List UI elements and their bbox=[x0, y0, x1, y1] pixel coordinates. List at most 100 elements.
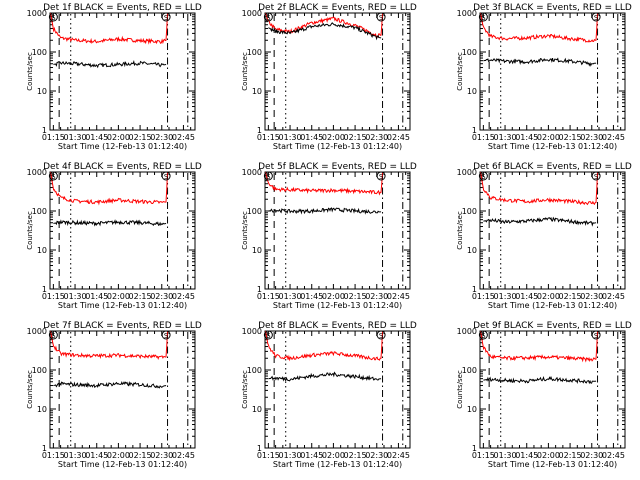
y-tick-label: 1 bbox=[42, 126, 47, 135]
series-events bbox=[53, 380, 167, 389]
y-tick-label: 100 bbox=[247, 48, 262, 57]
x-tick-label: 02:45 bbox=[387, 133, 410, 142]
marker-circle bbox=[263, 330, 273, 340]
x-axis-label: Start Time (12-Feb-13 01:12:40) bbox=[58, 301, 187, 310]
marker-circle bbox=[48, 12, 58, 22]
marker-glyph: S bbox=[379, 332, 384, 340]
series-events bbox=[483, 57, 597, 67]
series-lld bbox=[265, 12, 383, 38]
x-tick-label: 01:30 bbox=[279, 292, 302, 301]
panel-det-1: Det 1f BLACK = Events, RED = LLD 1 10 100 10… bbox=[26, 3, 202, 151]
x-tick-label: 02:45 bbox=[387, 292, 410, 301]
marker-circle bbox=[161, 330, 171, 340]
x-tick-label: 02:45 bbox=[172, 292, 195, 301]
marker-circle bbox=[478, 330, 488, 340]
panel-title: Det 8f BLACK = Events, RED = LLD bbox=[258, 321, 417, 331]
x-tick-label: 01:15 bbox=[472, 292, 495, 301]
x-tick-label: 01:45 bbox=[515, 451, 538, 460]
panel-det-3: Det 3f BLACK = Events, RED = LLD 1 10 100 10… bbox=[456, 3, 632, 151]
x-tick-label: 02:00 bbox=[537, 451, 560, 460]
plot-frame bbox=[49, 12, 196, 131]
marker-glyph: S bbox=[266, 173, 271, 181]
series-lld bbox=[50, 330, 168, 361]
marker-circle bbox=[161, 171, 171, 181]
x-tick-label: 02:00 bbox=[322, 292, 345, 301]
plot-frame bbox=[264, 12, 411, 131]
marker-glyph: S bbox=[481, 173, 486, 181]
x-tick-label: 02:15 bbox=[559, 133, 582, 142]
panel-title: Det 4f BLACK = Events, RED = LLD bbox=[43, 162, 202, 172]
x-tick-label: 01:45 bbox=[85, 292, 108, 301]
marker-circle bbox=[263, 12, 273, 22]
x-tick-label: 01:15 bbox=[472, 451, 495, 460]
marker-glyph: S bbox=[164, 173, 169, 181]
x-tick-label: 01:15 bbox=[42, 451, 65, 460]
series-lld bbox=[480, 12, 598, 43]
series-lld bbox=[480, 330, 598, 363]
marker-glyph: S bbox=[594, 173, 599, 181]
marker-glyph: S bbox=[594, 14, 599, 22]
y-tick-label: 1000 bbox=[27, 327, 47, 336]
x-tick-label: 02:45 bbox=[602, 451, 625, 460]
marker-glyph: S bbox=[594, 332, 599, 340]
x-axis-label: Start Time (12-Feb-13 01:12:40) bbox=[488, 301, 617, 310]
x-tick-label: 01:15 bbox=[42, 292, 65, 301]
x-axis-label: Start Time (12-Feb-13 01:12:40) bbox=[273, 460, 402, 469]
y-tick-label: 1 bbox=[257, 126, 262, 135]
x-tick-label: 02:00 bbox=[322, 133, 345, 142]
y-tick-label: 100 bbox=[462, 48, 477, 57]
panel-det-2: Det 2f BLACK = Events, RED = LLD 1 10 100 10… bbox=[241, 3, 417, 151]
x-tick-label: 01:15 bbox=[42, 133, 65, 142]
marker-glyph: S bbox=[51, 173, 56, 181]
y-axis-label: Counts/sec bbox=[26, 211, 34, 250]
x-tick-label: 01:45 bbox=[85, 133, 108, 142]
y-axis-label: Counts/sec bbox=[241, 211, 249, 250]
plot-frame bbox=[479, 330, 626, 449]
marker-glyph: S bbox=[164, 14, 169, 22]
marker-glyph: S bbox=[51, 14, 56, 22]
y-tick-label: 1 bbox=[42, 444, 47, 453]
plot-frame bbox=[264, 330, 411, 449]
x-tick-label: 01:45 bbox=[515, 292, 538, 301]
x-tick-label: 02:00 bbox=[107, 292, 130, 301]
marker-circle bbox=[591, 171, 601, 181]
y-tick-label: 1000 bbox=[242, 168, 262, 177]
series-lld bbox=[50, 12, 168, 45]
y-tick-label: 1000 bbox=[242, 327, 262, 336]
x-tick-label: 01:15 bbox=[257, 292, 280, 301]
panel-det-9: Det 9f BLACK = Events, RED = LLD 1 10 100 10… bbox=[456, 321, 632, 469]
x-tick-label: 02:45 bbox=[387, 451, 410, 460]
panel-det-8: Det 8f BLACK = Events, RED = LLD 1 10 100 10… bbox=[241, 321, 417, 469]
x-tick-label: 02:45 bbox=[602, 133, 625, 142]
marker-glyph: S bbox=[51, 332, 56, 340]
x-tick-label: 01:45 bbox=[300, 133, 323, 142]
x-tick-label: 02:30 bbox=[365, 133, 388, 142]
x-axis-label: Start Time (12-Feb-13 01:12:40) bbox=[273, 142, 402, 151]
y-tick-label: 1 bbox=[472, 126, 477, 135]
x-tick-label: 02:15 bbox=[559, 451, 582, 460]
x-tick-label: 01:15 bbox=[257, 133, 280, 142]
y-tick-label: 100 bbox=[32, 366, 47, 375]
panel-det-7: Det 7f BLACK = Events, RED = LLD 1 10 100 10… bbox=[26, 321, 202, 469]
y-tick-label: 1 bbox=[472, 285, 477, 294]
series-lld bbox=[265, 330, 383, 362]
x-tick-label: 02:30 bbox=[150, 133, 173, 142]
y-tick-label: 100 bbox=[462, 207, 477, 216]
y-axis-label: Counts/sec bbox=[456, 211, 464, 250]
x-tick-label: 02:30 bbox=[150, 451, 173, 460]
x-tick-label: 02:45 bbox=[172, 451, 195, 460]
y-tick-label: 10 bbox=[467, 246, 477, 255]
panel-det-6: Det 6f BLACK = Events, RED = LLD 1 10 100 10… bbox=[456, 162, 632, 310]
series-events bbox=[268, 207, 382, 215]
y-tick-label: 10 bbox=[37, 246, 47, 255]
x-tick-label: 02:15 bbox=[344, 133, 367, 142]
x-axis-label: Start Time (12-Feb-13 01:12:40) bbox=[58, 142, 187, 151]
y-axis-label: Counts/sec bbox=[241, 52, 249, 91]
plot-frame bbox=[479, 12, 626, 131]
series-events bbox=[268, 22, 382, 41]
panel-det-4: Det 4f BLACK = Events, RED = LLD 1 10 100 10… bbox=[26, 162, 202, 310]
y-tick-label: 10 bbox=[37, 87, 47, 96]
marker-circle bbox=[376, 171, 386, 181]
y-axis-label: Counts/sec bbox=[241, 370, 249, 409]
